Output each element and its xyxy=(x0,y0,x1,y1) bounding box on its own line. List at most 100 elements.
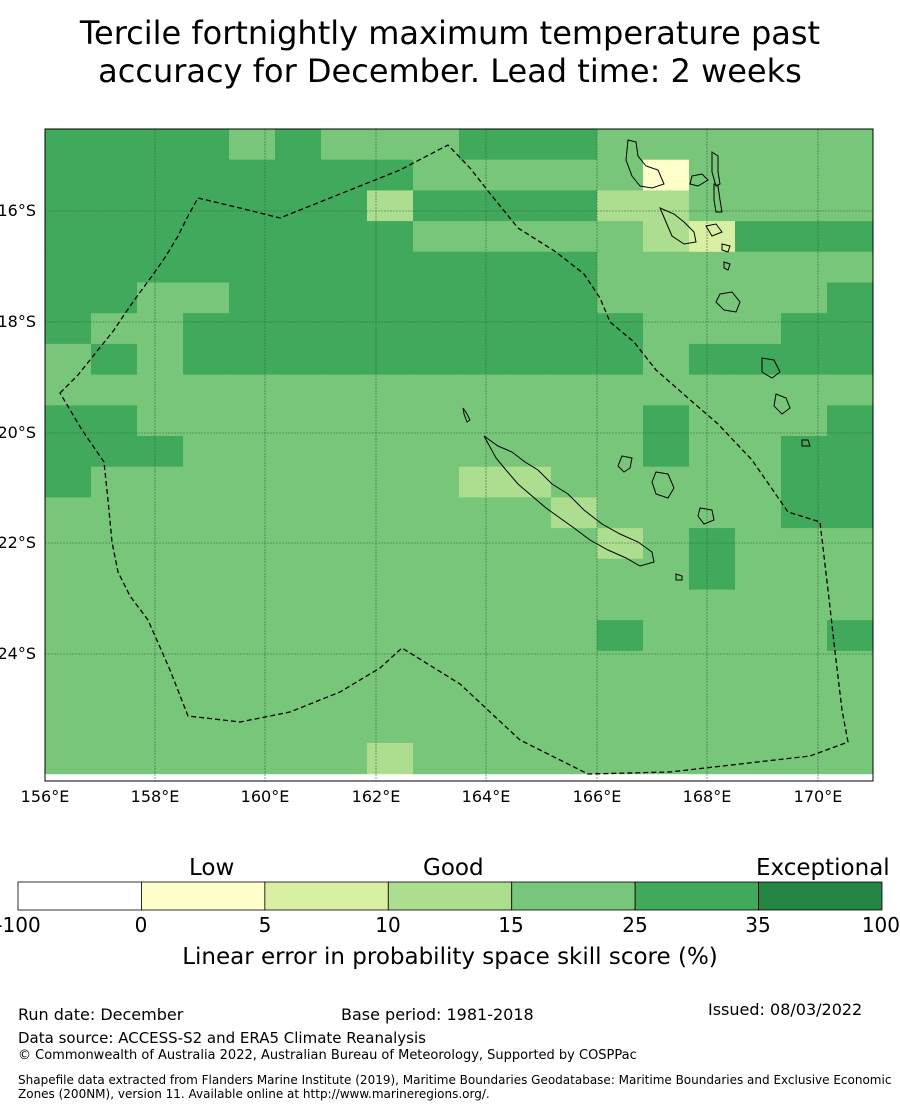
grid-cell xyxy=(91,743,138,775)
grid-cell xyxy=(781,712,828,744)
grid-cell xyxy=(781,159,828,191)
grid-cell xyxy=(735,712,782,744)
grid-cell xyxy=(413,497,460,529)
grid-cell xyxy=(413,190,460,222)
grid-cell xyxy=(827,313,874,345)
grid-cell xyxy=(183,129,230,161)
vanuatu-island-7 xyxy=(721,243,731,253)
grid-cell xyxy=(229,436,276,468)
grid-cell xyxy=(229,251,276,283)
grid-cell xyxy=(597,743,644,775)
grid-cell xyxy=(459,712,506,744)
grid-cell xyxy=(551,712,598,744)
colorbar-title: Linear error in probability space skill … xyxy=(182,944,718,970)
vanuatu-island-3 xyxy=(689,173,709,187)
grid-cell xyxy=(321,681,368,713)
grid-cell xyxy=(367,712,414,744)
grid-cell xyxy=(229,497,276,529)
efate-outline xyxy=(715,291,741,313)
colorbar-tick-6: 35 xyxy=(745,913,771,937)
grid-cell xyxy=(321,221,368,253)
grid-cell xyxy=(827,528,874,560)
aneityum-outline xyxy=(801,439,811,447)
grid-cell xyxy=(321,466,368,498)
colorbar-tick-3: 10 xyxy=(375,913,401,937)
grid-cell xyxy=(321,190,368,222)
grid-cell xyxy=(45,343,92,376)
grid-cell xyxy=(137,129,184,161)
grid-cell xyxy=(735,251,782,283)
grid-cell xyxy=(459,129,506,161)
grid-cell xyxy=(413,313,460,345)
grid-cell xyxy=(551,589,598,621)
grid-cell xyxy=(137,466,184,498)
grid-cell xyxy=(91,558,138,590)
grid-cell xyxy=(413,528,460,560)
colorbar-label-low: Low xyxy=(189,855,235,881)
grid-cell xyxy=(551,743,598,775)
grid-cell xyxy=(505,251,552,283)
grid-cell xyxy=(275,743,322,775)
grid-cell xyxy=(735,282,782,314)
grid-cell xyxy=(229,343,276,376)
grid-cell xyxy=(505,221,552,253)
title-line-2: accuracy for December. Lead time: 2 week… xyxy=(98,52,802,90)
grid-cell xyxy=(137,436,184,468)
grid-cell xyxy=(735,743,782,775)
grid-cell xyxy=(137,374,184,406)
grid-cell xyxy=(183,589,230,621)
grid-cell xyxy=(91,712,138,744)
loyalty-island-1 xyxy=(617,455,633,473)
grid-cell xyxy=(275,466,322,498)
grid-cell xyxy=(91,589,138,621)
colorbar-tick-1: 0 xyxy=(134,913,148,937)
grid-cell xyxy=(735,589,782,621)
grid-cell xyxy=(229,374,276,406)
grid-cell xyxy=(275,343,322,376)
grid-cell xyxy=(229,650,276,683)
grid-cell xyxy=(505,190,552,222)
grid-cell xyxy=(45,313,92,345)
grid-cell xyxy=(827,466,874,498)
lon-label-170e: 170°E xyxy=(793,787,843,806)
grid-cell xyxy=(597,681,644,713)
grid-cell xyxy=(321,436,368,468)
grid-cell xyxy=(735,620,782,652)
grid-cell xyxy=(735,313,782,345)
shapefile-credit: Shapefile data extracted from Flanders M… xyxy=(18,1073,892,1101)
colorbar-label-exceptional: Exceptional xyxy=(756,855,890,881)
grid-cell xyxy=(45,681,92,713)
grid-cell xyxy=(137,159,184,191)
grid-cell xyxy=(459,343,506,376)
grid-cell xyxy=(229,221,276,253)
grid-cell xyxy=(91,129,138,161)
grid-cell xyxy=(137,650,184,683)
grid-cell xyxy=(367,558,414,590)
grid-cell xyxy=(275,190,322,222)
grid-cell xyxy=(459,620,506,652)
grid-cell xyxy=(597,405,644,437)
tanna-outline xyxy=(773,393,791,415)
grid-cell xyxy=(91,159,138,191)
grid-cell xyxy=(597,528,644,560)
grid-cell xyxy=(643,466,690,498)
grid-cell xyxy=(689,343,736,376)
isle-of-pines xyxy=(675,573,683,581)
grid-cell xyxy=(413,589,460,621)
grid-cell xyxy=(597,159,644,191)
grid-cell xyxy=(505,436,552,468)
grid-cell xyxy=(551,405,598,437)
grid-cell xyxy=(551,159,598,191)
grid-cell xyxy=(597,712,644,744)
grid-cell xyxy=(459,558,506,590)
grid-cell xyxy=(229,129,276,161)
grid-cell xyxy=(275,528,322,560)
grid-cell xyxy=(735,374,782,406)
grid-cell xyxy=(781,620,828,652)
grid-cell xyxy=(183,374,230,406)
loyalty-island-3 xyxy=(697,507,715,525)
grid-cell xyxy=(367,221,414,253)
grid-cell xyxy=(689,743,736,775)
grid-cell xyxy=(781,313,828,345)
grid-cell xyxy=(183,466,230,498)
